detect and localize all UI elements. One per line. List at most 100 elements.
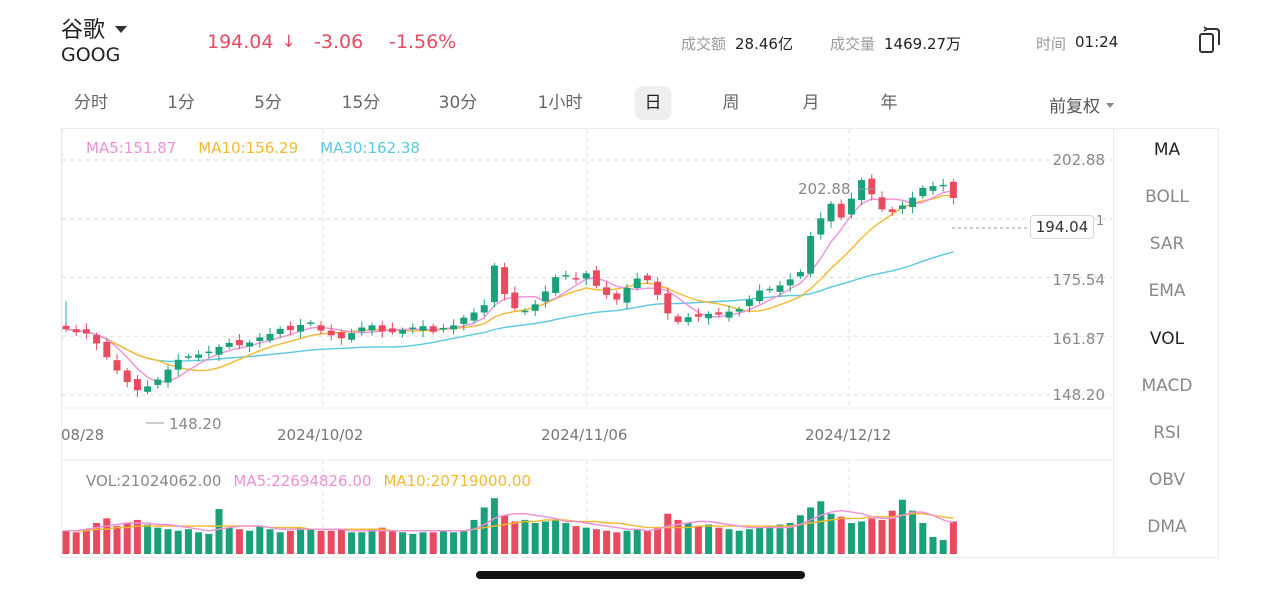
volume-bar <box>898 499 906 554</box>
candle-body <box>358 327 366 332</box>
indicator-ma[interactable]: MA <box>1153 140 1181 160</box>
period-tab[interactable]: 年 <box>880 93 898 113</box>
candle-body <box>460 317 468 324</box>
x-axis-label: 2024/10/02 <box>277 426 364 444</box>
volume-bar <box>654 527 662 554</box>
vol-ma5-legend: MA5:22694826.00 <box>233 472 372 490</box>
chevron-down-icon <box>115 25 128 33</box>
volume-bar <box>531 523 539 554</box>
volume-bar <box>868 518 876 554</box>
candle-body <box>745 299 753 307</box>
volume-bar <box>929 536 937 554</box>
candle-body <box>664 293 672 314</box>
volume-bar <box>766 526 774 554</box>
volume-bar <box>460 530 468 554</box>
volume-bar <box>215 509 223 554</box>
candle-body <box>307 322 315 324</box>
stock-name-selector[interactable]: 谷歌 <box>61 12 128 44</box>
volume-label: 成交量 <box>830 35 876 53</box>
candle-body <box>919 187 927 197</box>
indicator-ema[interactable]: EMA <box>1148 281 1186 301</box>
volume-bar <box>409 533 417 554</box>
volume-bar <box>603 530 611 554</box>
candle-body <box>949 181 957 198</box>
indicator-vol[interactable]: VOL <box>1149 329 1185 349</box>
volume-bar <box>113 526 121 554</box>
candle-body <box>654 281 662 295</box>
candle-body <box>694 314 702 317</box>
candle-body <box>439 327 447 330</box>
period-low-label: 148.20 <box>169 415 222 433</box>
period-tab[interactable]: 1分 <box>167 93 195 113</box>
candle-body <box>388 328 396 333</box>
candle-body <box>174 359 182 370</box>
candle-body <box>837 203 845 218</box>
indicator-rsi[interactable]: RSI <box>1153 423 1181 443</box>
candle-body <box>572 278 580 280</box>
volume-bar <box>858 521 866 554</box>
home-indicator[interactable] <box>476 571 805 579</box>
chevron-down-icon <box>1106 103 1114 108</box>
indicator-dma[interactable]: DMA <box>1147 517 1187 537</box>
volume-bar <box>174 530 182 554</box>
indicator-sar[interactable]: SAR <box>1149 234 1185 254</box>
y-tick-label: 161.87 <box>1052 330 1106 348</box>
volume-bar <box>133 519 141 554</box>
indicator-obv[interactable]: OBV <box>1148 470 1186 490</box>
candle-body <box>337 332 345 339</box>
indicator-boll[interactable]: BOLL <box>1145 187 1189 207</box>
adjust-label: 前复权 <box>1049 97 1100 117</box>
candle-body <box>123 370 131 383</box>
volume-bar <box>684 523 692 554</box>
candle-body <box>552 277 560 293</box>
candle-body <box>592 270 600 286</box>
volume-bar <box>878 519 886 554</box>
period-high-label: 202.88 <box>798 180 851 198</box>
period-tab[interactable]: 月 <box>802 93 820 113</box>
candle-body <box>348 333 356 340</box>
period-tab[interactable]: 15分 <box>341 93 381 113</box>
volume-bar <box>705 524 713 554</box>
indicator-macd[interactable]: MACD <box>1141 376 1193 396</box>
ma10-line <box>65 194 954 372</box>
volume-bar <box>725 529 733 554</box>
volume-bar <box>256 526 264 554</box>
candle-body <box>154 379 162 385</box>
period-tab[interactable]: 周 <box>722 93 740 113</box>
period-tab[interactable]: 30分 <box>438 93 478 113</box>
volume-bar <box>756 527 764 554</box>
candle-body <box>898 205 906 209</box>
period-tab[interactable]: 分时 <box>74 93 108 113</box>
candle-body <box>297 324 305 332</box>
period-tab[interactable]: 1小时 <box>537 93 583 113</box>
y-tick-label: 175.54 <box>1052 271 1106 289</box>
y-tick-label: 202.88 <box>1052 151 1106 169</box>
candle-body <box>409 327 417 330</box>
candle-body <box>868 178 876 195</box>
volume-legend: VOL:21024062.00 MA5:22694826.00 MA10:207… <box>86 472 531 490</box>
volume-bar <box>521 519 529 554</box>
period-tab[interactable]: 日 <box>634 86 672 120</box>
candle-body <box>235 339 243 346</box>
candle-body <box>603 287 611 295</box>
period-tab[interactable]: 5分 <box>254 93 282 113</box>
candle-body <box>929 186 937 191</box>
volume-bar <box>72 532 80 554</box>
candle-body <box>501 267 509 295</box>
candle-body <box>531 304 539 311</box>
candle-body <box>541 291 549 302</box>
time-stat: 时间 01:24 <box>1036 33 1118 54</box>
ma5-legend: MA5:151.87 <box>86 139 177 157</box>
candle-body <box>103 341 111 358</box>
candle-body <box>215 346 223 355</box>
candle-body <box>72 329 80 333</box>
volume-value: 1469.27万 <box>884 35 962 53</box>
adjust-dropdown[interactable]: 前复权 <box>1049 92 1114 117</box>
volume-bar <box>164 529 172 554</box>
candle-body <box>674 316 682 322</box>
volume-bar <box>817 501 825 554</box>
volume-stat: 成交量 1469.27万 <box>830 33 961 54</box>
volume-bar <box>103 518 111 554</box>
rotate-screen-icon[interactable] <box>1197 26 1223 54</box>
